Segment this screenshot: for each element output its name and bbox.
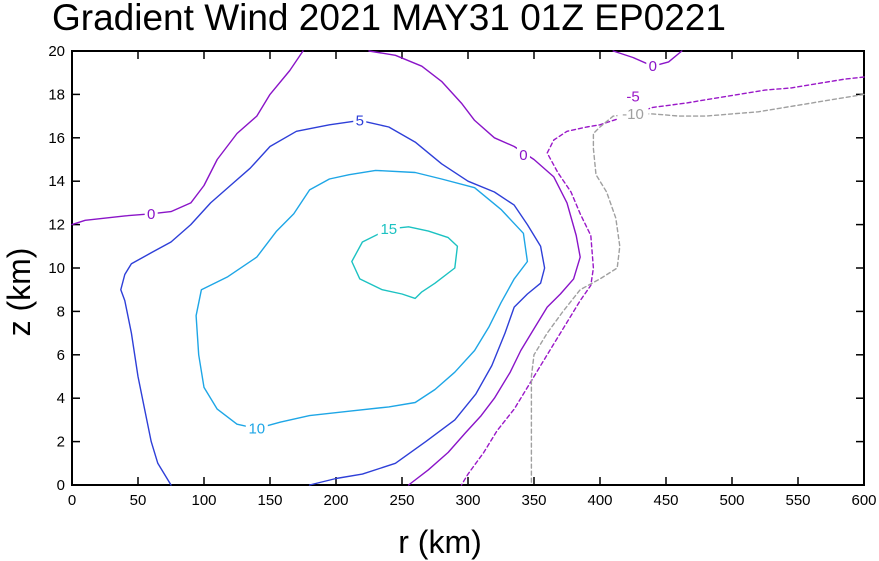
x-tick-label: 350 <box>521 492 546 509</box>
x-tick-label: 450 <box>653 492 678 509</box>
contour-labels: 0 0 0 -5-10 5 10 15 <box>144 57 660 438</box>
y-axis-label: z (km) <box>1 248 37 337</box>
y-tick-label: 8 <box>57 303 65 320</box>
x-tick-label: 600 <box>851 492 876 509</box>
y-tick-label: 10 <box>48 260 65 277</box>
y-tick-label: 0 <box>57 477 65 494</box>
contour-line <box>368 50 581 486</box>
contour-label-bg <box>646 57 660 76</box>
contour-label-bg <box>622 87 644 106</box>
y-tick-label: 2 <box>57 434 65 451</box>
x-tick-label: 250 <box>389 492 414 509</box>
y-tick-label: 20 <box>48 43 65 60</box>
plot-border <box>71 50 865 486</box>
y-tick-label: 14 <box>48 173 65 190</box>
y-tick-label: 12 <box>48 217 65 234</box>
contour-line <box>351 226 459 300</box>
contour-line <box>71 50 304 226</box>
y-tick-label: 6 <box>57 347 65 364</box>
contour-label: 5 <box>356 112 364 129</box>
y-tick-label: 16 <box>48 130 65 147</box>
contour-label-bg <box>245 419 268 438</box>
contour-label-bg <box>353 111 367 130</box>
contour-label: -10 <box>622 106 644 123</box>
contour-label: 15 <box>380 221 397 238</box>
x-axis-label: r (km) <box>398 524 482 560</box>
contour-label-bg <box>516 146 530 165</box>
contour-label: 0 <box>519 147 527 164</box>
plot-frame <box>71 50 865 486</box>
contour-lines <box>71 50 865 486</box>
axis-ticks: 0 50 100 150 200 250 300 350 400 450 500 550 6000246… <box>48 43 876 509</box>
contour-label-bg <box>617 104 649 123</box>
x-tick-label: 400 <box>587 492 612 509</box>
contour-line <box>460 76 865 486</box>
x-tick-label: 0 <box>68 492 76 509</box>
x-tick-label: 300 <box>455 492 480 509</box>
contour-line <box>120 119 546 486</box>
y-tick-label: 18 <box>48 86 65 103</box>
contour-label: 10 <box>248 421 265 438</box>
x-tick-label: 100 <box>191 492 216 509</box>
chart-title: Gradient Wind 2021 MAY31 01Z EP0221 <box>52 0 726 38</box>
contour-label-bg <box>144 204 158 223</box>
contour-line <box>195 169 529 430</box>
x-tick-label: 500 <box>719 492 744 509</box>
y-tick-label: 4 <box>57 390 65 407</box>
x-tick-label: 50 <box>130 492 147 509</box>
contour-line <box>530 93 865 486</box>
x-tick-label: 200 <box>323 492 348 509</box>
contour-label: -5 <box>626 89 639 106</box>
contour-label: 0 <box>147 206 155 223</box>
contour-label: 0 <box>649 58 657 75</box>
x-tick-label: 150 <box>257 492 282 509</box>
contour-label-bg <box>377 219 400 238</box>
x-tick-label: 550 <box>785 492 810 509</box>
